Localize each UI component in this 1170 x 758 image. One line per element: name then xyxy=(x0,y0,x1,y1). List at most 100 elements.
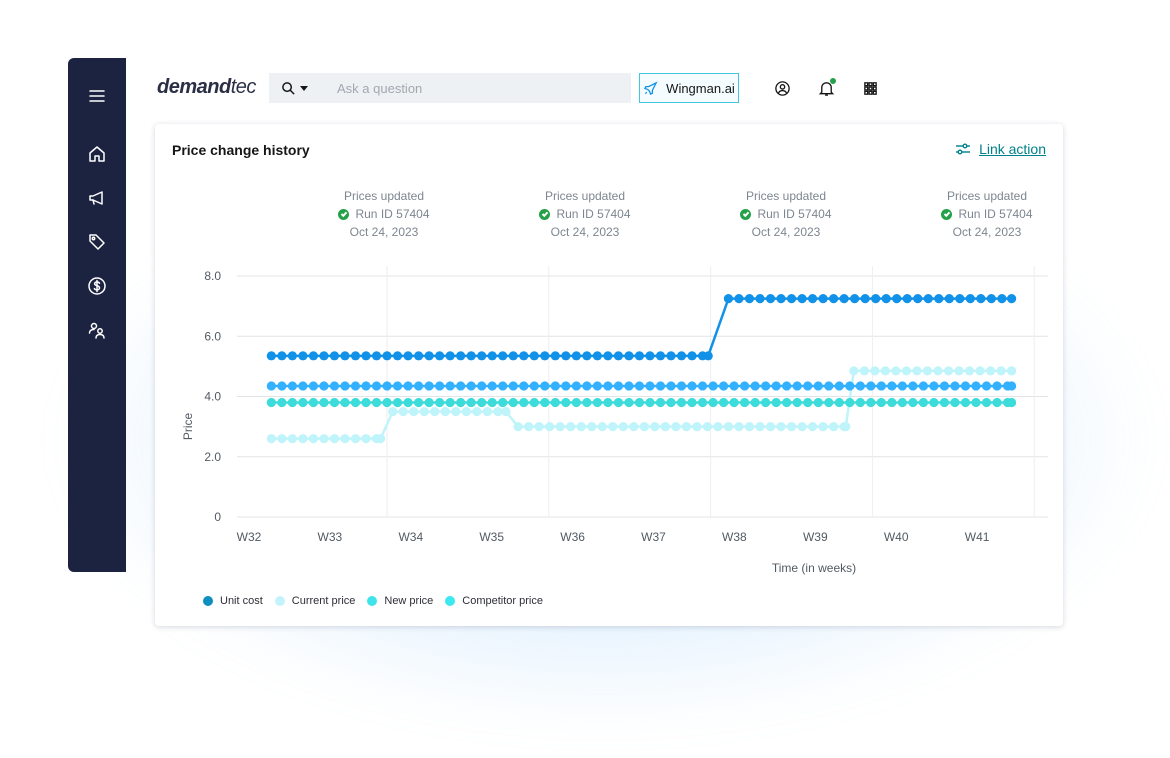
data-point xyxy=(624,397,634,408)
data-point xyxy=(266,381,276,391)
data-point xyxy=(782,397,792,408)
check-circle-icon xyxy=(941,208,953,220)
app-switcher-button[interactable] xyxy=(860,78,880,98)
search-bar xyxy=(269,73,631,103)
data-point xyxy=(298,381,308,391)
data-point xyxy=(329,397,340,408)
data-point xyxy=(319,434,329,444)
data-point xyxy=(540,351,550,361)
data-point xyxy=(849,366,859,376)
sliders-icon xyxy=(956,143,971,155)
legend-swatch xyxy=(203,596,213,606)
data-point xyxy=(929,381,939,391)
data-point xyxy=(845,381,855,391)
data-point xyxy=(975,366,985,376)
data-point xyxy=(734,293,744,304)
sidebar-item-campaigns[interactable] xyxy=(68,176,126,220)
search-scope-dropdown[interactable] xyxy=(269,81,329,96)
data-point xyxy=(508,351,518,361)
data-point xyxy=(613,397,624,408)
check-circle-icon xyxy=(338,208,350,220)
data-point xyxy=(319,381,329,391)
grid-apps-icon xyxy=(863,81,877,95)
data-point xyxy=(472,406,482,417)
sidebar-menu-button[interactable] xyxy=(68,76,126,116)
data-point xyxy=(880,366,890,376)
data-point xyxy=(287,434,297,444)
data-point xyxy=(976,293,986,304)
data-point xyxy=(298,397,308,408)
data-point xyxy=(765,422,776,432)
data-point xyxy=(912,366,922,376)
wingman-button[interactable]: Wingman.ai xyxy=(639,73,739,103)
legend-label: Current price xyxy=(291,595,356,607)
data-point xyxy=(845,397,855,408)
data-point xyxy=(540,397,550,408)
data-point xyxy=(634,351,645,361)
legend-item-competitor-price[interactable]: Competitor price xyxy=(445,595,543,607)
data-point xyxy=(571,381,581,391)
data-point xyxy=(529,381,539,391)
x-tick-label: W37 xyxy=(641,530,666,544)
x-tick-label: W32 xyxy=(237,530,262,544)
link-action-link[interactable]: Link action xyxy=(955,141,1046,157)
legend-item-new-price[interactable]: New price xyxy=(367,595,433,607)
data-point xyxy=(960,381,971,391)
data-point xyxy=(723,422,734,432)
data-point xyxy=(498,351,508,361)
data-point xyxy=(561,381,571,391)
sidebar-item-pricing[interactable] xyxy=(68,220,126,264)
data-point xyxy=(792,381,802,391)
data-point xyxy=(855,397,865,408)
data-point xyxy=(277,397,287,408)
chart-legend: Unit cost Current price New price Compet… xyxy=(203,595,555,607)
data-point xyxy=(723,293,734,304)
data-point xyxy=(634,397,645,408)
price-chart: 0 2.0 4.0 6.0 8.0 W32 W33 W34 W35 W36 W37 W38 W39 W40… xyxy=(181,266,1048,575)
data-point xyxy=(524,422,534,432)
data-point xyxy=(308,434,319,444)
user-profile-button[interactable] xyxy=(772,78,792,98)
data-point xyxy=(676,381,687,391)
link-action-label: Link action xyxy=(979,141,1046,157)
data-point xyxy=(529,351,539,361)
sidebar-item-finance[interactable] xyxy=(68,264,126,308)
legend-swatch xyxy=(367,596,378,606)
data-point xyxy=(592,381,602,391)
data-point xyxy=(424,397,434,408)
data-point xyxy=(361,351,371,361)
sidebar-item-home[interactable] xyxy=(68,132,126,176)
search-input[interactable] xyxy=(335,79,629,97)
data-point xyxy=(902,293,912,304)
data-point xyxy=(713,422,723,432)
data-point xyxy=(666,381,676,391)
data-point xyxy=(487,397,497,408)
data-point xyxy=(266,434,276,444)
data-point xyxy=(829,422,839,432)
data-point xyxy=(786,293,797,304)
notifications-button[interactable] xyxy=(816,78,836,98)
data-point xyxy=(571,351,581,361)
sidebar-item-users[interactable] xyxy=(68,308,126,352)
data-point xyxy=(477,397,487,408)
data-point xyxy=(392,381,403,391)
data-point xyxy=(881,293,891,304)
data-point xyxy=(519,397,529,408)
data-point xyxy=(996,366,1006,376)
data-point xyxy=(985,366,996,376)
data-point xyxy=(671,422,681,432)
data-point xyxy=(750,397,760,408)
data-point xyxy=(466,381,476,391)
legend-item-current-price[interactable]: Current price xyxy=(274,595,356,607)
legend-swatch xyxy=(274,596,285,606)
data-point xyxy=(466,397,476,408)
data-point xyxy=(555,422,565,432)
data-point xyxy=(992,381,1002,391)
data-point xyxy=(287,351,297,361)
legend-item-unit-cost[interactable]: Unit cost xyxy=(203,595,263,607)
dollar-icon xyxy=(88,277,106,295)
data-point xyxy=(771,381,781,391)
data-point xyxy=(645,351,655,361)
data-point xyxy=(561,351,571,361)
data-point xyxy=(634,381,645,391)
